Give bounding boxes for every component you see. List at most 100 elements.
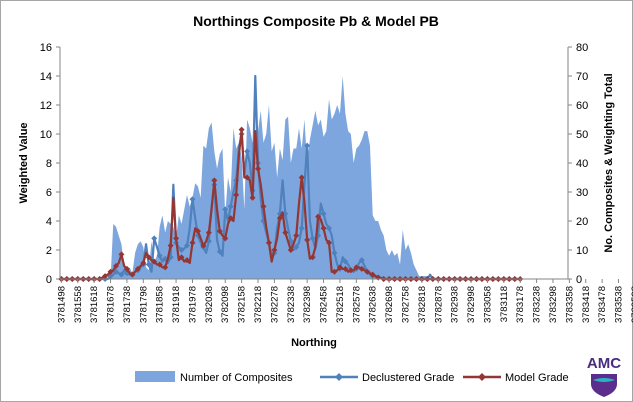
- area-number-of-composites: [61, 76, 567, 279]
- marker-declustered-grade: [342, 258, 349, 265]
- marker-model-grade: [320, 225, 327, 232]
- x-tick-label: 3782638: [368, 286, 379, 323]
- y2-tick-label: 70: [576, 71, 588, 83]
- x-tick-label: 3782698: [384, 286, 395, 323]
- marker-model-grade: [255, 165, 262, 172]
- y2-tick-label: 40: [576, 158, 588, 170]
- legend-label-model: Model Grade: [505, 372, 569, 384]
- marker-model-grade: [271, 247, 278, 253]
- y-axis-ticks: 0 2 4 6 8 10 12 14 16: [40, 42, 60, 286]
- y-tick-label: 0: [46, 274, 52, 286]
- marker-model-grade: [331, 268, 338, 275]
- x-tick-label: 3782098: [220, 286, 231, 323]
- marker-declustered-grade: [298, 225, 305, 232]
- y-tick-label: 12: [40, 100, 52, 112]
- marker-model-grade: [260, 203, 267, 210]
- marker-declustered-grade: [358, 257, 365, 264]
- y-tick-label: 2: [46, 245, 52, 257]
- legend-label-composites: Number of Composites: [180, 372, 293, 384]
- marker-declustered-grade: [151, 235, 158, 242]
- marker-model-grade: [336, 264, 343, 271]
- marker-declustered-grade: [178, 247, 185, 253]
- marker-declustered-grade: [309, 235, 316, 242]
- y-axis-label: Weighted Value: [18, 122, 30, 203]
- marker-model-grade: [244, 174, 251, 181]
- y2-tick-label: 0: [576, 274, 582, 286]
- marker-declustered-grade: [293, 244, 300, 251]
- x-tick-label: 3783418: [581, 286, 592, 323]
- marker-declustered-grade: [304, 142, 311, 149]
- marker-model-grade: [238, 126, 245, 133]
- x-tick-label: 3781798: [138, 286, 149, 323]
- amc-logo-shield-icon: [591, 374, 617, 397]
- marker-model-grade: [358, 265, 365, 272]
- legend: Number of Composites Declustered Grade M…: [135, 371, 569, 384]
- x-tick-label: 3782518: [335, 286, 346, 323]
- marker-model-grade: [151, 258, 158, 265]
- marker-model-grade: [112, 262, 119, 269]
- line-layer: [58, 74, 524, 282]
- marker-declustered-grade: [216, 248, 223, 255]
- amc-logo-wave-icon: [593, 378, 615, 382]
- marker-model-grade: [287, 247, 294, 253]
- x-tick-label: 3781978: [187, 286, 198, 323]
- marker-model-grade: [134, 265, 141, 272]
- marker-model-grade: [156, 261, 163, 268]
- y2-axis-label: No. Composites & Weighting Total: [603, 73, 615, 252]
- marker-model-grade: [140, 260, 147, 267]
- x-tick-label: 3781618: [89, 286, 100, 323]
- area-layer: [61, 76, 567, 279]
- marker-model-grade: [184, 257, 190, 264]
- marker-model-grade: [107, 268, 114, 275]
- marker-model-grade: [211, 177, 218, 184]
- marker-declustered-grade: [222, 206, 229, 213]
- x-tick-label: 3782758: [400, 286, 411, 323]
- marker-declustered-grade: [156, 252, 163, 259]
- x-tick-label: 3781498: [56, 286, 67, 323]
- legend-marker-model: [478, 373, 486, 381]
- x-tick-label: 3782038: [204, 286, 215, 323]
- y2-tick-label: 60: [576, 100, 588, 112]
- x-tick-label: 3783058: [482, 286, 493, 323]
- marker-model-grade: [227, 215, 234, 222]
- y-tick-label: 6: [46, 187, 52, 199]
- marker-model-grade: [342, 265, 349, 272]
- marker-model-grade: [276, 215, 283, 222]
- marker-model-grade: [123, 265, 130, 272]
- amc-logo-text: AMC: [587, 355, 621, 372]
- marker-declustered-grade: [331, 249, 338, 256]
- marker-model-grade: [189, 239, 196, 246]
- x-tick-label: 3782218: [253, 286, 264, 323]
- marker-model-grade: [315, 213, 322, 220]
- chart-title: Northings Composite Pb & Model PB: [193, 13, 439, 29]
- marker-declustered-grade: [244, 148, 251, 155]
- y-tick-label: 14: [40, 71, 52, 83]
- marker-model-grade: [326, 239, 333, 246]
- legend-label-declustered: Declustered Grade: [362, 372, 454, 384]
- x-tick-label: 3781918: [171, 286, 182, 323]
- x-tick-label: 3783118: [499, 286, 510, 322]
- y-tick-label: 10: [40, 129, 52, 141]
- x-tick-label: 3782278: [269, 286, 280, 323]
- x-tick-label: 3783538: [614, 286, 625, 323]
- x-tick-label: 3781858: [155, 286, 166, 323]
- x-axis-ticks: 3781498 3781558 3781618 3781678 3781738 37817…: [56, 279, 633, 323]
- x-tick-label: 3782398: [302, 286, 313, 323]
- x-axis-label: Northing: [291, 337, 337, 349]
- y2-tick-label: 50: [576, 129, 588, 141]
- marker-model-grade: [309, 254, 316, 261]
- marker-model-grade: [364, 268, 371, 275]
- marker-model-grade: [118, 251, 125, 258]
- y2-tick-label: 20: [576, 216, 588, 228]
- marker-model-grade: [249, 194, 256, 201]
- y-tick-label: 8: [46, 158, 52, 170]
- x-tick-label: 3782578: [351, 286, 362, 323]
- amc-logo: AMC: [587, 355, 621, 397]
- x-tick-label: 3782818: [417, 286, 428, 323]
- marker-declustered-grade: [118, 271, 125, 278]
- x-tick-label: 3783298: [548, 286, 559, 323]
- x-tick-label: 3783238: [532, 286, 543, 323]
- marker-model-grade: [200, 242, 207, 249]
- y2-tick-label: 80: [576, 42, 588, 54]
